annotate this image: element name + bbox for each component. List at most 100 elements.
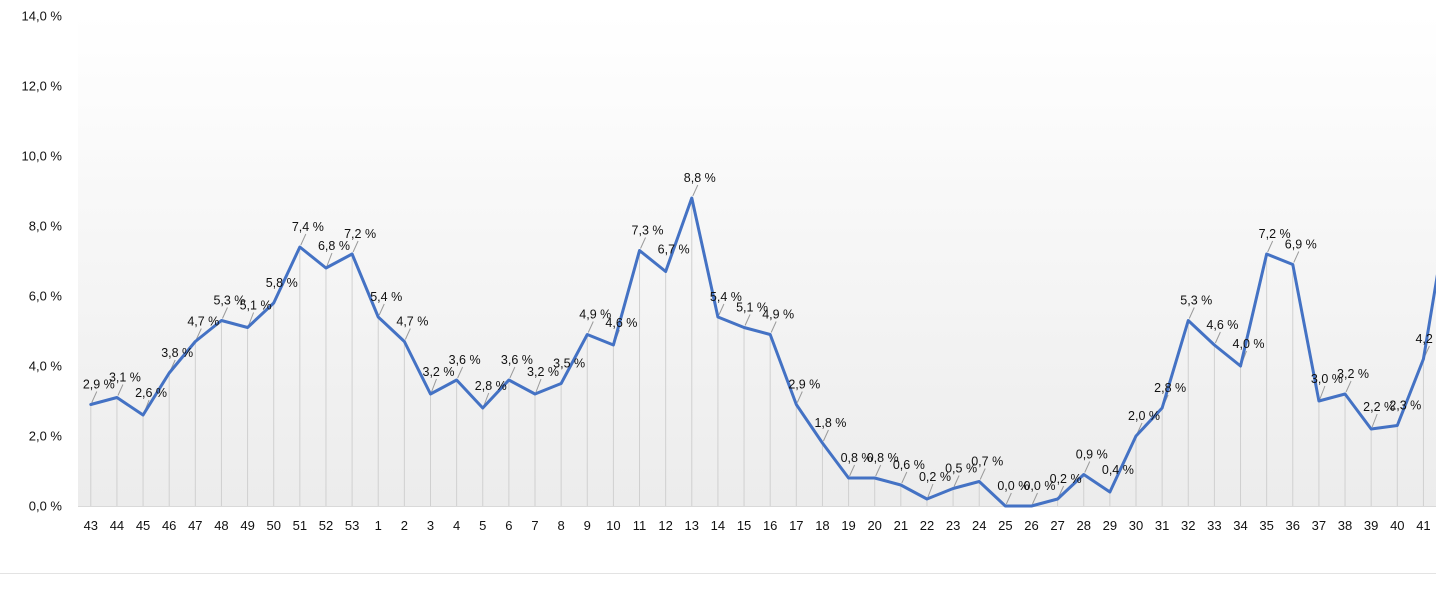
label-leader [509,366,516,379]
data-label: 4,6 % [605,316,637,330]
data-label: 4,6 % [1206,318,1238,332]
label-leader [849,464,856,477]
y-tick-label: 12,0 % [22,79,63,94]
x-tick-label: 5 [479,518,486,533]
x-tick-label: 46 [162,518,176,533]
label-leader [352,240,359,253]
x-tick-label: 45 [136,518,150,533]
data-label: 3,5 % [553,357,585,371]
label-leader [744,314,751,326]
label-leader [457,366,464,379]
data-label: 5,3 % [213,294,245,308]
x-tick-label: 10 [606,518,620,533]
label-leader [91,391,98,403]
label-leader [1267,240,1274,253]
data-label: 2,2 % [1363,400,1395,414]
data-label: 5,4 % [370,290,402,304]
data-label: 3,6 % [449,353,481,367]
label-leader [875,464,882,477]
label-leader [587,321,594,333]
data-label: 5,4 % [710,290,742,304]
label-leader [640,237,646,249]
series-line [89,196,1436,508]
y-tick-label: 8,0 % [29,219,63,234]
x-tick-label: 51 [293,518,307,533]
label-leader [404,328,411,340]
x-tick-label: 13 [685,518,699,533]
x-tick-label: 11 [633,518,647,533]
data-label: 0,4 % [1102,463,1134,477]
data-label: 3,2 % [527,365,559,379]
x-tick-label: 44 [110,518,124,533]
data-label: 4,0 % [1233,337,1265,351]
label-leader [1214,331,1221,344]
x-tick-label: 35 [1259,518,1273,533]
x-tick-label: 8 [558,518,565,533]
label-leader [718,303,725,316]
x-tick-label: 24 [972,518,986,533]
x-tick-label: 14 [711,518,725,533]
label-leader [248,312,255,326]
x-tick-label: 4 [453,518,460,533]
x-tick-label: 2 [401,518,408,533]
data-labels: 2,9 %3,1 %2,6 %3,8 %4,7 %5,3 %5,1 %5,8 %… [83,171,1436,493]
label-leader [796,391,803,403]
y-tick-label: 4,0 % [29,359,63,374]
x-axis: 43 44 45 46 47 48 49 50 51 52 53 1 2 3 4 5 6 7 8 9 10 11 12 13 1… [84,518,1431,533]
x-tick-label: 37 [1312,518,1326,533]
x-tick-label: 3 [427,518,434,533]
x-tick-label: 27 [1050,518,1064,533]
data-label: 7,2 % [344,227,376,241]
data-label: 8,8 % [684,171,716,185]
data-label: 0,9 % [1076,448,1108,462]
drop-lines [90,198,1424,506]
x-tick-label: 20 [867,518,881,533]
label-leader [901,471,908,484]
x-tick-label: 29 [1103,518,1117,533]
label-leader [1188,307,1195,319]
data-label: 4,9 % [579,308,611,322]
data-label: 0,0 % [1023,479,1055,493]
x-tick-label: 52 [319,518,333,533]
data-label: 3,2 % [423,365,455,379]
data-label: 2,0 % [1128,409,1160,423]
label-leader [483,392,490,407]
x-tick-label: 26 [1024,518,1038,533]
data-label: 1,8 % [814,416,846,430]
y-tick-label: 2,0 % [29,429,63,444]
x-tick-label: 30 [1129,518,1143,533]
data-label: 3,1 % [109,371,141,385]
plot-area [78,14,1436,506]
data-label: 5,8 % [266,276,298,290]
label-leader [822,429,829,442]
data-label: 7,4 % [292,220,324,234]
label-leader [979,468,986,480]
label-leader [378,303,385,316]
data-label: 0,8 % [867,451,899,465]
data-label: 0,5 % [945,462,977,476]
x-tick-label: 50 [266,518,280,533]
x-tick-label: 48 [214,518,228,533]
x-tick-label: 32 [1181,518,1195,533]
label-leader [535,378,542,393]
data-label: 7,3 % [632,224,664,238]
label-leader-lines [91,184,1430,505]
y-tick-label: 14,0 % [22,9,63,24]
data-label: 3,0 % [1311,372,1343,386]
y-tick-label: 6,0 % [29,289,63,304]
x-tick-label: 53 [345,518,359,533]
label-leader [300,233,307,246]
label-leader [927,483,934,498]
data-label: 4,7 % [187,315,219,329]
data-label: 2,8 % [1154,381,1186,395]
y-tick-label: 0,0 % [29,499,63,514]
label-leader [1319,385,1326,400]
data-label: 7,2 % [1259,227,1291,241]
data-label: 6,9 % [1285,238,1317,252]
data-label: 3,8 % [161,346,193,360]
label-leader [195,328,202,340]
data-label: 5,1 % [240,299,272,313]
x-tick-label: 6 [505,518,512,533]
